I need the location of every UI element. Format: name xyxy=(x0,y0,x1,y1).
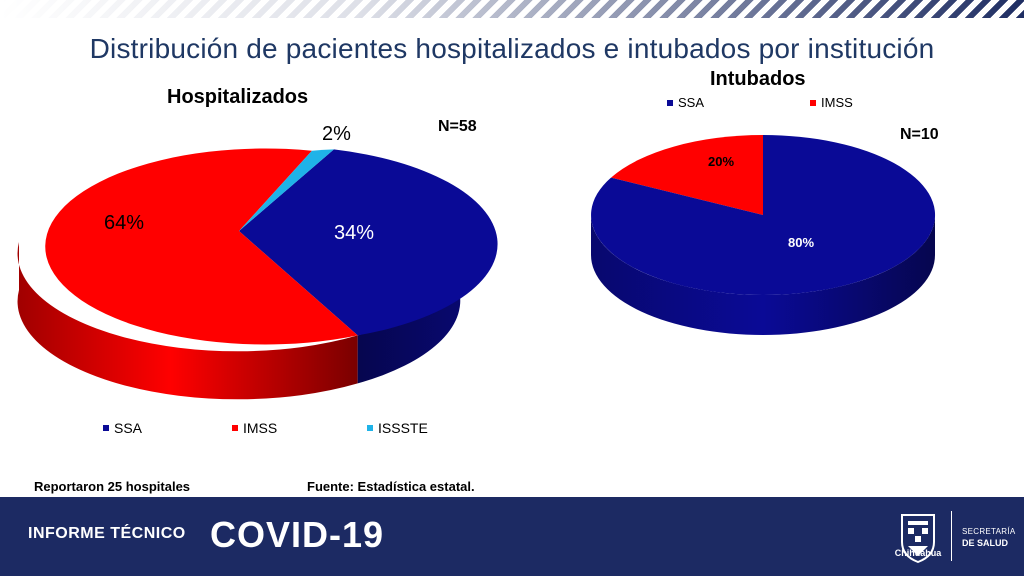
legend-label-issste: ISSSTE xyxy=(378,420,428,436)
footer-de-salud: DE SALUD xyxy=(962,538,1009,548)
slice-side-ssa-2 xyxy=(591,215,935,335)
legend-swatch-ssa-2 xyxy=(667,99,673,106)
legend-swatch-issste xyxy=(367,425,373,431)
chart-title-hospitalizados: Hospitalizados xyxy=(167,86,309,108)
footer-logo-text: Chihuahua xyxy=(894,548,942,558)
pie-intubados xyxy=(591,135,936,335)
footer-bar: INFORME TÉCNICO COVID-19 Chihuahua SECRE… xyxy=(0,497,1024,576)
legend-swatch-imss-2 xyxy=(810,99,816,106)
slice-issste xyxy=(239,149,334,231)
slice-label-ssa-2: 80% xyxy=(788,235,815,250)
legend-item-ssa: SSA xyxy=(103,420,142,436)
chart-title-intubados: Intubados xyxy=(710,68,806,90)
slice-side-ssa xyxy=(357,242,461,384)
slice-imss-2 xyxy=(611,135,763,215)
top-stripe-fade xyxy=(0,0,1024,18)
legend-item-imss-2: IMSS xyxy=(810,95,853,110)
legend-item-issste: ISSSTE xyxy=(367,420,428,436)
n-label-intubados: N=10 xyxy=(900,126,939,143)
legend-label-imss: IMSS xyxy=(243,420,278,436)
legend-label-imss-2: IMSS xyxy=(821,95,853,110)
legend-label-ssa-2: SSA xyxy=(678,95,705,110)
n-label-hospitalizados: N=58 xyxy=(438,118,477,135)
footer-secretaria: SECRETARÍA xyxy=(962,527,1016,536)
slice-ssa xyxy=(239,149,498,336)
slice-label-imss: 64% xyxy=(104,212,145,234)
legend-item-imss: IMSS xyxy=(232,420,277,436)
state-shield-icon xyxy=(901,514,935,564)
pie-hospitalizados xyxy=(17,148,498,400)
page-title: Distribución de pacientes hospitalizados… xyxy=(89,33,935,64)
slice-label-imss-2: 20% xyxy=(708,154,735,169)
slice-label-issste: 2% xyxy=(322,123,351,145)
legend-swatch-imss xyxy=(232,425,238,431)
note-source: Fuente: Estadística estatal. xyxy=(307,479,475,494)
footer-divider xyxy=(951,511,952,561)
slice-imss xyxy=(45,148,358,345)
footer-covid-label: COVID-19 xyxy=(210,514,385,555)
legend-label-ssa: SSA xyxy=(114,420,143,436)
note-hospitals: Reportaron 25 hospitales xyxy=(34,479,191,494)
legend-swatch-ssa xyxy=(103,425,109,431)
slice-label-ssa: 34% xyxy=(334,222,375,244)
footer-report-label: INFORME TÉCNICO xyxy=(28,525,186,542)
slice-ssa-2 xyxy=(591,135,936,295)
slice-side-imss xyxy=(17,242,358,400)
legend-item-ssa-2: SSA xyxy=(667,95,704,110)
